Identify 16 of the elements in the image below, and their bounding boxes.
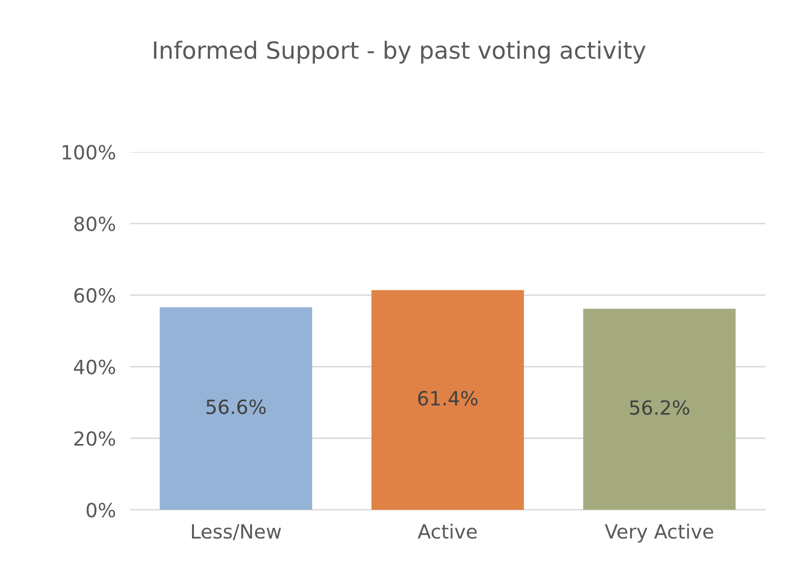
bar — [371, 290, 524, 510]
x-tick-label: Less/New — [192, 524, 281, 540]
x-tick-label: Very Active — [604, 524, 714, 543]
data-label: 56.6% — [206, 399, 266, 414]
y-tick-label: 100% — [62, 144, 116, 160]
bar — [583, 308, 736, 510]
y-tick-label: 0% — [86, 502, 116, 518]
chart-title: Informed Support - by past voting activity — [154, 40, 646, 64]
y-tick-label: 20% — [74, 431, 116, 446]
data-label: 61.4% — [418, 390, 478, 406]
y-tick-label: 40% — [74, 360, 116, 374]
y-tick-label: 80% — [74, 216, 116, 232]
bar — [160, 307, 312, 510]
data-label: 56.2% — [630, 400, 690, 415]
x-tick-label: Active — [418, 524, 477, 539]
y-tick-label: 60% — [74, 288, 116, 303]
